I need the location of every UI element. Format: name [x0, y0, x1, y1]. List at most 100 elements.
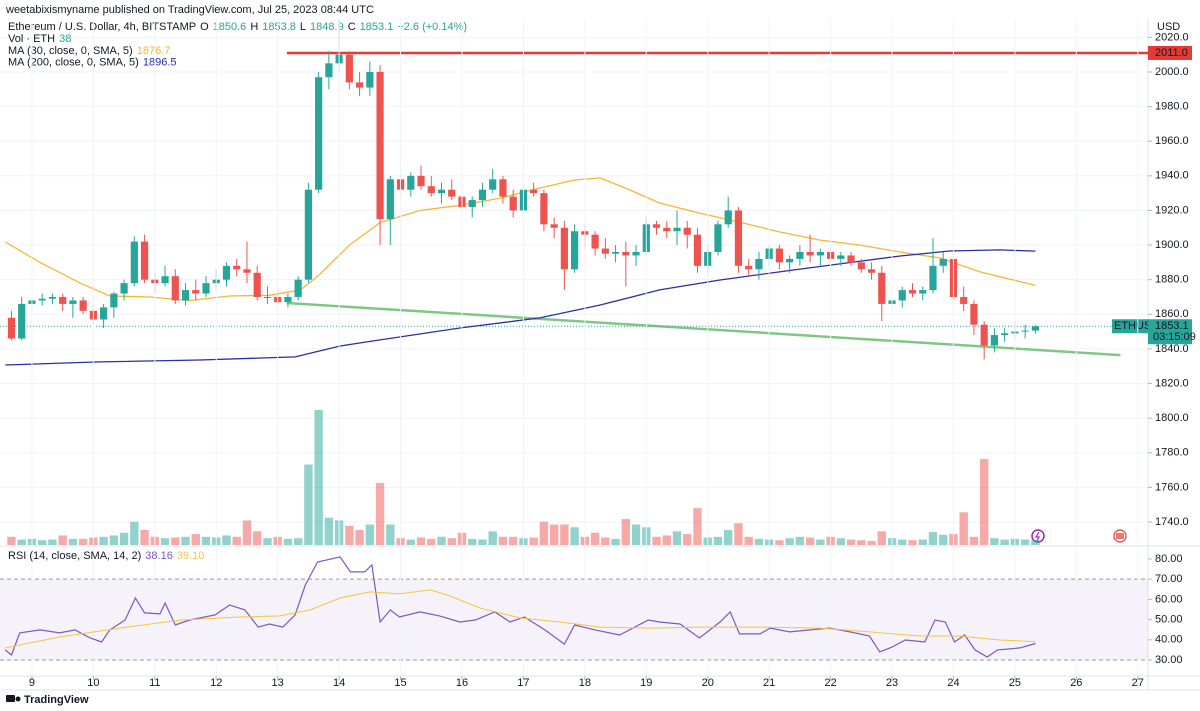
candle-body [120, 283, 128, 294]
ohlc-value: 1853.8 [262, 21, 296, 33]
candle-body [222, 265, 231, 280]
volume-bar [1020, 539, 1030, 545]
y-tick-label: 80.00 [1155, 553, 1183, 565]
ohlc-value: 1848.9 [310, 21, 344, 33]
volume-bar [232, 536, 241, 545]
volume-bar [969, 536, 979, 545]
candle-body [304, 189, 312, 280]
volume-bar [590, 532, 600, 545]
candle-body [1031, 326, 1039, 331]
y-tick-label: 40.00 [1155, 634, 1183, 646]
candle-body [786, 258, 794, 263]
candle-body [376, 71, 384, 220]
y-tick-label: 1760.0 [1155, 481, 1189, 493]
volume-bar [488, 531, 497, 545]
x-tick-label: 13 [272, 677, 284, 689]
volume-bar [140, 530, 149, 545]
y-tick-label: 1880.0 [1155, 274, 1189, 286]
hline-tag [1148, 45, 1192, 60]
volume-bar [437, 536, 446, 545]
price-tag-box [1148, 319, 1192, 345]
y-tick-label: 1980.0 [1155, 101, 1189, 113]
legend-label: RSI (14, close, SMA, 14, 2) [8, 550, 141, 562]
ohlc-key: H [250, 21, 258, 33]
legend-label: MA (30, close, 0, SMA, 5) [8, 45, 133, 57]
candle-body [448, 189, 456, 197]
y-tick-label: 60.00 [1155, 593, 1183, 605]
volume-bar [560, 524, 569, 545]
volume-bar [406, 539, 415, 545]
candle-body [130, 241, 138, 284]
candle-body [478, 189, 487, 201]
volume-bar [1031, 539, 1040, 545]
volume-bar [386, 524, 395, 545]
volume-bar [683, 534, 692, 545]
volume-bar [775, 540, 784, 545]
candle-body [509, 196, 517, 211]
candle-body [837, 255, 845, 259]
candle-body [140, 241, 149, 280]
candle-body [898, 290, 906, 301]
volume-bar [601, 537, 610, 545]
symbol-title: Ethereum / U.S. Dollar, 4h, BITSTAMP [8, 21, 196, 33]
x-tick-label: 9 [29, 677, 35, 689]
volume-bar [37, 540, 47, 545]
y-tick-label: 1800.0 [1155, 412, 1189, 424]
candle-body [571, 231, 579, 270]
candle-body [550, 224, 558, 228]
x-tick-label: 10 [87, 677, 99, 689]
volume-bar [191, 534, 200, 545]
volume-bar [242, 520, 252, 545]
y-axis-label: USD [1157, 21, 1180, 33]
x-tick-label: 22 [824, 677, 836, 689]
x-tick-label: 12 [210, 677, 222, 689]
candle-body [693, 234, 702, 266]
volume-bar [468, 538, 477, 545]
x-tick-label: 11 [149, 677, 160, 689]
candle-body [929, 265, 937, 291]
candle-body [499, 179, 507, 197]
y-tick-label: 1820.0 [1155, 377, 1189, 389]
volume-bar [365, 524, 375, 545]
volume-bar [345, 525, 354, 545]
legend-label: MA (200, close, 0, SMA, 5) [8, 56, 139, 68]
candle-body [908, 290, 917, 294]
volume-bar [7, 536, 16, 545]
y-tick-label: 1780.0 [1155, 447, 1189, 459]
candle-body [878, 272, 886, 304]
publisher: weetabixismyname published on TradingVie… [5, 4, 374, 16]
candle-body [611, 251, 620, 254]
candle-body [243, 269, 251, 273]
candle-body [468, 200, 476, 207]
volume-bar [939, 534, 948, 545]
volume-bar [130, 521, 139, 545]
volume-bar [99, 536, 108, 545]
legend: Ethereum / U.S. Dollar, 4h, BITSTAMP O 185… [8, 21, 467, 33]
candle-body [100, 307, 108, 320]
y-tick-label: 2000.0 [1155, 66, 1189, 78]
candle-body [366, 71, 374, 88]
rsi-line [5, 589, 1036, 649]
volume-bar [263, 538, 272, 545]
candle-body [601, 248, 609, 254]
volume-bar [160, 538, 170, 545]
candle-body [69, 300, 77, 304]
x-tick-label: 17 [517, 677, 529, 689]
candle-body [530, 189, 538, 194]
candle-body [427, 186, 435, 194]
candle-body [345, 54, 353, 83]
candle-body [253, 272, 261, 297]
volume-bar [846, 539, 856, 545]
candle-body [724, 210, 732, 225]
ohlc-value: 1850.6 [213, 21, 247, 33]
legend: RSI (14, close, SMA, 14, 2) 38.16 39.10 [8, 550, 204, 562]
volume-bar [805, 537, 815, 545]
candle-body [960, 296, 968, 304]
x-tick-label: 14 [333, 677, 345, 689]
volume-bar [119, 532, 129, 545]
x-tick-label: 19 [640, 677, 652, 689]
candle-body [714, 224, 722, 252]
volume-bar [785, 538, 794, 545]
volume-bar [68, 538, 78, 545]
